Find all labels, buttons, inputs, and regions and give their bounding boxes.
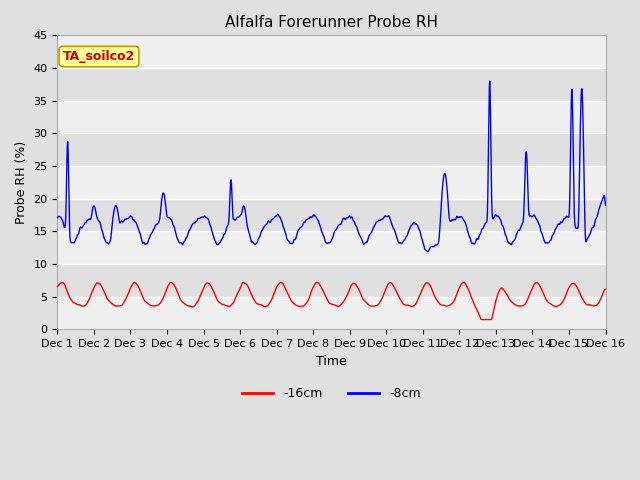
Legend: -16cm, -8cm: -16cm, -8cm	[237, 383, 426, 406]
Bar	[58, 297, 605, 329]
Bar	[58, 166, 605, 199]
Bar	[58, 133, 605, 166]
Bar	[58, 68, 605, 101]
Title: Alfalfa Forerunner Probe RH: Alfalfa Forerunner Probe RH	[225, 15, 438, 30]
Bar	[58, 101, 605, 133]
Bar	[58, 264, 605, 297]
Bar	[58, 199, 605, 231]
Bar	[58, 36, 605, 68]
X-axis label: Time: Time	[316, 355, 347, 368]
Text: TA_soilco2: TA_soilco2	[63, 50, 135, 63]
Bar	[58, 231, 605, 264]
Y-axis label: Probe RH (%): Probe RH (%)	[15, 141, 28, 224]
